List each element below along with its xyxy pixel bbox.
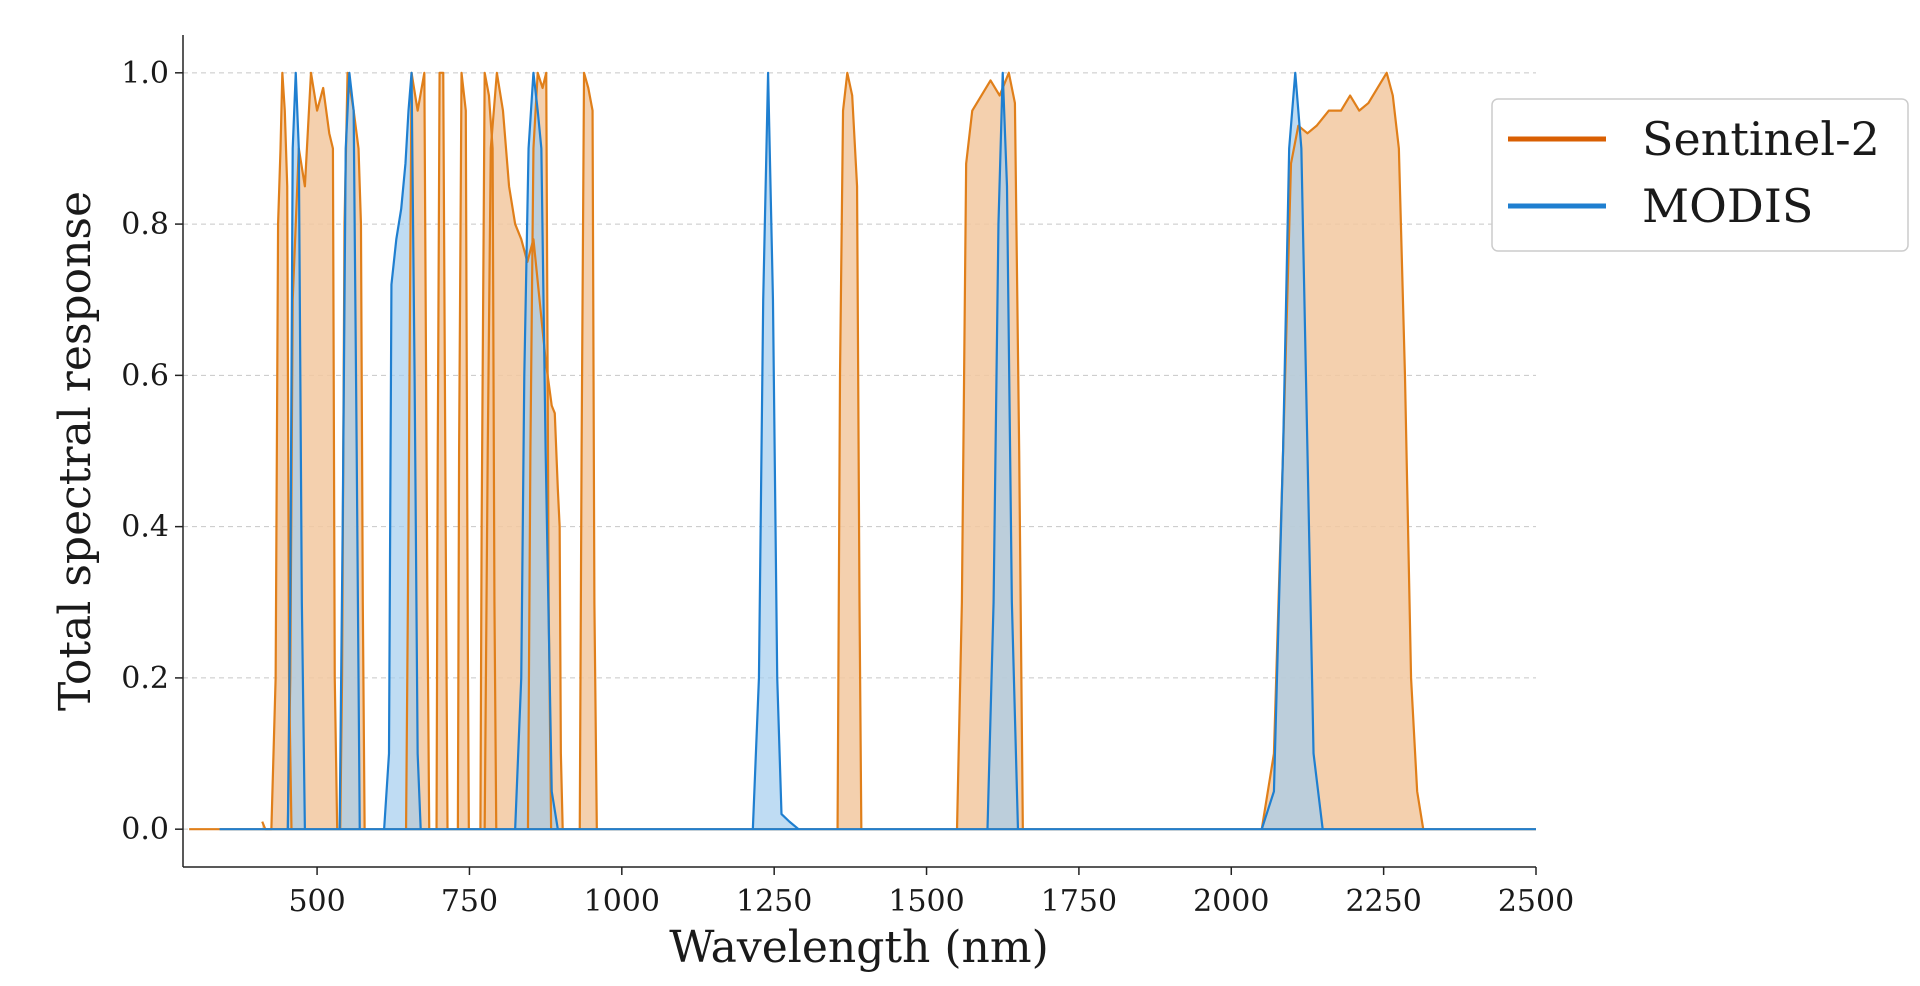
y-tick-label: 0.8	[121, 207, 169, 242]
y-tick-label: 0.2	[121, 661, 169, 696]
sentinel-2-band-b8-line	[483, 71, 564, 830]
modis-band-b4-line	[338, 71, 361, 830]
sentinel-2-band-b10-fill	[837, 72, 862, 830]
x-tick-label: 1750	[1041, 884, 1117, 919]
legend-label-modis: MODIS	[1642, 179, 1813, 233]
modis-band-b1-fill	[384, 72, 421, 830]
y-tick-label: 0.6	[121, 358, 169, 393]
x-tick-label: 2500	[1498, 884, 1574, 919]
modis-lines	[219, 71, 1536, 831]
x-tick-label: 1250	[736, 884, 812, 919]
sentinel-2-band-b7-line	[479, 71, 498, 830]
y-tick-label: 0.0	[121, 812, 169, 847]
sentinel-2-band-b6-line	[456, 71, 470, 830]
modis-band-b3-line	[286, 71, 306, 830]
sentinel-2-band-b9-line	[578, 71, 598, 830]
modis-band-b6-line	[986, 71, 1020, 830]
sentinel-2-band-b4-line	[404, 71, 431, 830]
sentinel-2-band-b5-line	[435, 71, 449, 830]
x-tick-label: 2000	[1193, 884, 1269, 919]
y-axis-label: Total spectral response	[50, 191, 101, 711]
x-axis-label: Wavelength (nm)	[669, 922, 1049, 973]
x-tick-label: 1000	[584, 884, 660, 919]
modis-band-b2-line	[514, 71, 559, 830]
legend-label-sentinel-2: Sentinel-2	[1642, 112, 1880, 166]
y-tick-label: 1.0	[121, 56, 169, 91]
sentinel-2-band-b1-fill	[262, 72, 292, 830]
x-ticks: 500 750 1000 1250 1500 1750 2000 2250 2500	[288, 867, 1574, 919]
x-tick-label: 750	[441, 884, 498, 919]
modis-band-b7-fill	[1261, 72, 1323, 830]
y-ticks: 0.0 0.2 0.4 0.6 0.8 1.0	[121, 56, 183, 847]
modis-band-b6-fill	[987, 72, 1018, 830]
modis-band-b1-line	[383, 71, 422, 830]
x-tick-label: 500	[288, 884, 345, 919]
legend: Sentinel-2 MODIS	[1491, 98, 1909, 252]
modis-band-b5-line	[751, 71, 800, 831]
modis-band-b7-line	[1260, 71, 1324, 830]
x-tick-label: 2250	[1345, 884, 1421, 919]
sentinel-2-band-b11-line	[955, 71, 1024, 830]
modis-band-b2-fill	[515, 72, 558, 830]
sentinel-2-band-b10-line	[836, 71, 863, 830]
sentinel-2-band-b12-line	[1260, 71, 1425, 830]
x-tick-label: 1500	[888, 884, 964, 919]
sentinel-2-band-b8a-line	[526, 71, 553, 830]
y-tick-label: 0.4	[121, 510, 169, 545]
